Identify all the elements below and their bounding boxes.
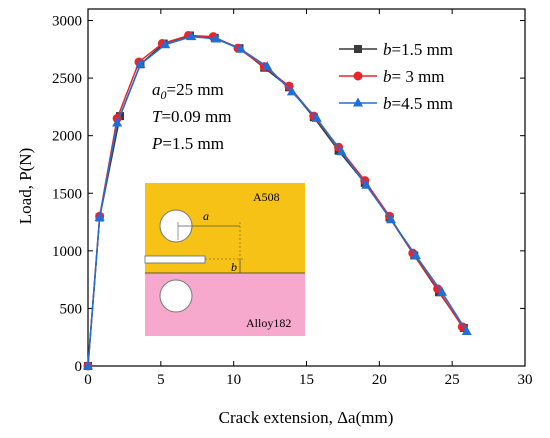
legend-marker [353, 71, 363, 81]
series-layer [83, 30, 472, 371]
y-tick-label: 1000 [52, 244, 82, 260]
parameter-label: T=0.09 mm [152, 107, 232, 126]
series-3 [83, 31, 472, 370]
data-point-marker [186, 31, 197, 41]
data-point-marker [211, 33, 222, 43]
data-point-marker [311, 112, 322, 122]
dim-a-label: a [203, 209, 209, 223]
y-tick-label: 0 [75, 359, 83, 375]
data-point-marker [336, 146, 347, 156]
data-point-marker [461, 325, 472, 335]
x-tick-label: 15 [299, 372, 314, 388]
parameter-label: a0=25 mm [152, 80, 224, 102]
legend-item-1: b=1.5 mm [339, 40, 453, 59]
specimen-schematic: a b A508 Alloy182 [144, 183, 305, 336]
legend-label: b=4.5 mm [383, 94, 453, 113]
data-point-marker [160, 39, 171, 49]
y-tick-label: 2000 [52, 129, 82, 145]
legend-label: b=1.5 mm [383, 40, 453, 59]
data-point-marker [286, 86, 297, 96]
lower-pin-hole [159, 279, 193, 313]
data-point-marker [410, 249, 421, 259]
data-point-marker [94, 211, 105, 221]
x-tick-label: 0 [84, 372, 92, 388]
x-axis-title: Crack extension, Δa(mm) [219, 408, 394, 427]
dim-b-label: b [231, 260, 237, 274]
x-tick-label: 10 [226, 372, 241, 388]
legend-item-2: b= 3 mm [339, 67, 445, 86]
axis-ticks: 0 5 10 15 20 25 30 0 500 1000 1500 2000 2500 3000 [52, 9, 533, 388]
y-tick-label: 3000 [52, 14, 82, 30]
a508-label: A508 [253, 190, 280, 204]
data-point-marker [385, 214, 396, 224]
alloy182-label: Alloy182 [246, 316, 291, 330]
y-tick-label: 500 [60, 301, 83, 317]
legend-marker [354, 45, 362, 53]
legend: b=1.5 mm b= 3 mm b=4.5 mm [339, 40, 453, 113]
legend-item-3: b=4.5 mm [339, 94, 453, 113]
parameter-annotations: a0=25 mm T=0.09 mm P=1.5 mm [151, 80, 232, 153]
x-tick-label: 20 [372, 372, 387, 388]
data-point-marker [361, 179, 372, 189]
y-tick-label: 1500 [52, 186, 82, 202]
legend-marker [353, 97, 363, 107]
data-point-marker [83, 360, 93, 370]
pre-crack-notch [144, 255, 206, 264]
x-tick-label: 5 [157, 372, 165, 388]
y-axis-title: Load, P(N) [16, 148, 35, 224]
parameter-label: P=1.5 mm [151, 134, 224, 153]
data-point-marker [112, 117, 123, 127]
data-point-marker [262, 61, 273, 71]
data-point-marker [135, 58, 146, 68]
legend-label: b= 3 mm [383, 67, 445, 86]
y-tick-label: 2500 [52, 71, 82, 87]
x-tick-label: 25 [445, 372, 460, 388]
data-point-marker [436, 286, 447, 296]
data-point-marker [235, 43, 246, 53]
x-tick-label: 30 [518, 372, 533, 388]
